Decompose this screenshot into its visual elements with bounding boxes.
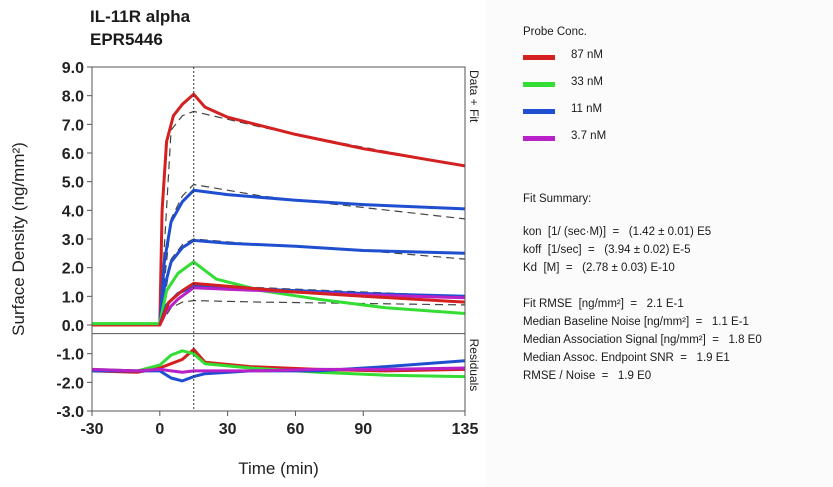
y-tick-labels: 9.0 8.0 7.0 6.0 5.0 4.0 3.0 2.0 1.0 0.0 -1.0 -2.0 -3… — [56, 60, 84, 421]
y-tick-label: -3.0 — [56, 404, 84, 421]
summary-panel — [486, 0, 833, 487]
data-series-line — [158, 188, 466, 326]
data-series-line — [92, 260, 466, 326]
legend-label: 11 nM — [571, 103, 603, 115]
legend-swatch — [523, 82, 555, 87]
x-tick-label: 30 — [219, 421, 237, 438]
kd-value: Kd [M] = (2.78 ± 0.03) E-10 — [523, 262, 675, 274]
fit-rmse: Fit RMSE [ng/mm²] = 2.1 E-1 — [523, 298, 684, 310]
x-axis-label: Time (min) — [238, 459, 319, 478]
data-series-line — [92, 92, 466, 327]
y-tick-label: 7.0 — [62, 117, 84, 134]
residual-series — [91, 347, 466, 383]
chart-title-line-1: IL-11R alpha — [90, 7, 191, 26]
data-series-line — [158, 238, 466, 326]
fit-curve — [159, 299, 466, 326]
y-tick-label: 8.0 — [62, 89, 84, 106]
residual-line — [91, 366, 466, 374]
panel-label-data: Data + Fit — [467, 70, 481, 123]
y-tick-label: 5.0 — [62, 175, 84, 192]
y-tick-label: -2.0 — [56, 375, 84, 392]
y-axis-label: Surface Density (ng/mm²) — [9, 142, 28, 336]
x-tick-label: 0 — [155, 421, 164, 438]
x-tick-labels: -30 0 30 60 90 135 — [80, 421, 478, 438]
y-tick-label: 9.0 — [62, 60, 84, 77]
chart-title-line-2: EPR5446 — [90, 30, 163, 49]
legend-label: 33 nM — [571, 76, 603, 88]
kinetics-chart: 9.0 8.0 7.0 6.0 5.0 4.0 3.0 2.0 1.0 0.0 -1.0 -2.0 -3… — [9, 60, 481, 478]
legend-title: Probe Conc. — [523, 26, 587, 38]
legend-swatch — [523, 136, 555, 141]
panel-label-residuals: Residuals — [467, 339, 481, 392]
legend-swatch — [523, 55, 555, 60]
residual-line — [91, 349, 466, 379]
plot-frame — [91, 66, 466, 412]
gridlines — [87, 66, 466, 416]
x-tick-label: 135 — [452, 421, 479, 438]
y-tick-label: 6.0 — [62, 146, 84, 163]
data-series — [92, 92, 466, 327]
y-tick-label: 2.0 — [62, 261, 84, 278]
kon-value: kon [1/ (sec·M)] = (1.42 ± 0.01) E5 — [523, 226, 712, 238]
endpoint-snr: Median Assoc. Endpoint SNR = 1.9 E1 — [523, 352, 730, 364]
y-tick-label: -1.0 — [56, 347, 84, 364]
legend-label: 87 nM — [571, 49, 603, 61]
y-tick-label: 1.0 — [62, 289, 84, 306]
y-tick-label: 0.0 — [62, 318, 84, 335]
x-tick-label: 90 — [354, 421, 372, 438]
koff-value: koff [1/sec] = (3.94 ± 0.02) E-5 — [523, 244, 691, 256]
y-tick-label: 3.0 — [62, 232, 84, 249]
data-series-line — [158, 281, 466, 326]
baseline-noise: Median Baseline Noise [ng/mm²] = 1.1 E-1 — [523, 316, 749, 328]
rmse-noise: RMSE / Noise = 1.9 E0 — [523, 370, 652, 382]
x-tick-label: -30 — [80, 421, 103, 438]
fit-summary-heading: Fit Summary: — [523, 193, 592, 205]
y-tick-label: 4.0 — [62, 203, 84, 220]
association-signal: Median Association Signal [ng/mm²] = 1.8… — [523, 334, 762, 346]
legend-label: 3.7 nM — [571, 130, 607, 142]
x-tick-label: 60 — [287, 421, 305, 438]
legend-swatch — [523, 109, 555, 114]
